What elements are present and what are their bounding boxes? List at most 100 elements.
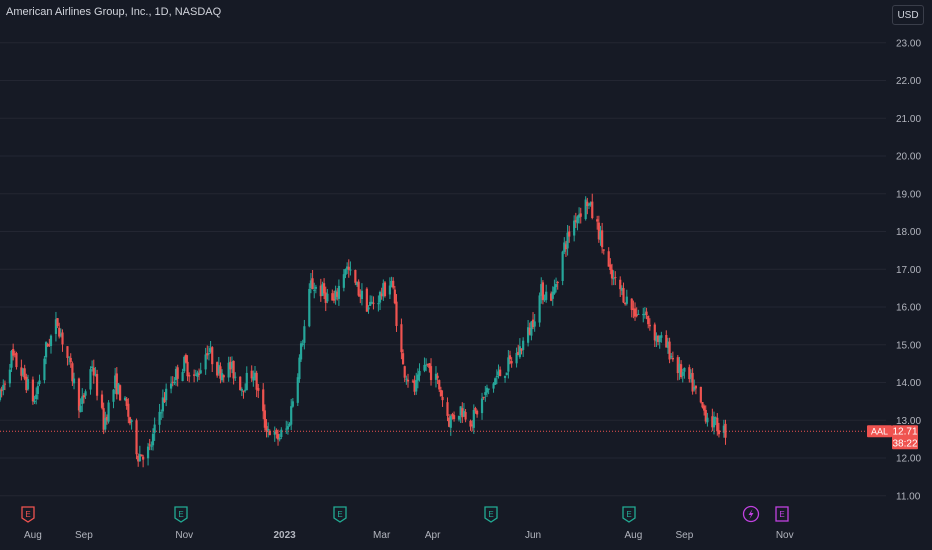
candle-body <box>252 376 255 381</box>
candle-body <box>123 397 127 401</box>
candle-body <box>520 348 523 351</box>
candle-body <box>349 269 352 271</box>
candle-body <box>665 335 668 348</box>
currency-button[interactable]: USD <box>892 5 924 25</box>
candle-body <box>234 376 237 378</box>
candle-body <box>416 374 419 381</box>
candle-body <box>194 374 197 376</box>
candle-body <box>151 433 155 446</box>
y-tick-label: 20.00 <box>896 152 921 163</box>
candle-body <box>510 361 513 364</box>
y-tick-label: 17.00 <box>896 265 921 276</box>
candle-body <box>337 285 341 299</box>
candle-body <box>668 341 671 360</box>
candle-body <box>127 403 130 417</box>
candle-body <box>232 360 235 379</box>
lightning-circle <box>742 505 760 523</box>
candle-body <box>336 291 339 297</box>
candle-body <box>255 372 258 390</box>
x-tick-label: Apr <box>425 530 441 541</box>
candle-body <box>406 379 410 382</box>
y-tick-label: 23.00 <box>896 38 921 49</box>
candle-body <box>66 346 69 358</box>
candle-body <box>114 375 117 389</box>
candle-body <box>130 420 133 422</box>
candle-body <box>273 431 276 435</box>
candle-body <box>49 335 53 346</box>
candle-body <box>392 280 395 288</box>
candle-body <box>173 381 176 384</box>
x-tick-label: 2023 <box>273 530 296 541</box>
candle-body <box>219 366 222 379</box>
candle-body <box>480 398 484 414</box>
price-tag-value: 12.71 <box>892 427 917 438</box>
candle-body <box>150 445 153 447</box>
candle-body <box>655 335 658 342</box>
candle-body <box>196 372 199 377</box>
candle-body <box>671 357 674 360</box>
candle-body <box>584 199 587 220</box>
candle-body <box>104 418 107 430</box>
candle-body <box>495 376 498 378</box>
candle-body <box>286 426 290 430</box>
candle-body <box>622 288 625 303</box>
candle-body <box>533 321 536 327</box>
candle-body <box>367 307 370 310</box>
candle-body <box>487 388 490 390</box>
earnings-event-icon[interactable]: E <box>775 506 789 522</box>
candle-body <box>587 203 591 206</box>
candle-body <box>538 295 541 323</box>
candle-body <box>517 351 520 356</box>
candle-body <box>543 299 546 301</box>
candle-body <box>209 348 212 353</box>
chart-title: American Airlines Group, Inc., 1D, NASDA… <box>6 6 222 18</box>
candle-body <box>38 380 41 385</box>
candle-body <box>610 269 614 279</box>
candle-body <box>403 366 406 378</box>
candle-body <box>184 354 188 363</box>
dividend-lightning-icon[interactable] <box>742 505 760 523</box>
y-tick-label: 14.00 <box>896 378 921 389</box>
candle-body <box>556 281 559 283</box>
earnings-event-icon[interactable]: E <box>484 506 498 523</box>
candle-body <box>474 407 477 411</box>
candle-body <box>658 336 661 342</box>
candle-body <box>508 355 512 360</box>
candle-body <box>176 367 179 379</box>
candle-body <box>193 374 196 376</box>
candle-body <box>240 388 243 391</box>
earnings-event-icon[interactable]: E <box>21 506 35 523</box>
candle-body <box>706 417 709 423</box>
candle-body <box>596 219 599 222</box>
candle-body <box>666 341 670 348</box>
y-tick-label: 12.00 <box>896 454 921 465</box>
earnings-event-icon[interactable]: E <box>174 506 188 523</box>
candle-body <box>171 381 174 383</box>
candle-body <box>647 315 650 325</box>
candle-body <box>36 386 39 394</box>
candle-body <box>609 264 612 270</box>
earnings-event-icon[interactable]: E <box>333 506 347 523</box>
candle-body <box>591 201 594 219</box>
candle-body <box>472 409 475 428</box>
x-tick-label: Jun <box>525 530 541 541</box>
candle-body <box>105 416 109 421</box>
candle-body <box>678 363 681 373</box>
candle-body <box>576 216 579 224</box>
candle-body <box>33 400 36 403</box>
candle-body <box>72 378 76 384</box>
candle-body <box>670 356 673 358</box>
earnings-event-icon[interactable]: E <box>622 506 636 523</box>
candle-body <box>291 401 294 407</box>
candle-body <box>92 367 95 376</box>
candle-body <box>505 372 508 376</box>
candle-body <box>624 302 627 305</box>
candle-body <box>12 348 15 356</box>
candle-body <box>275 430 278 434</box>
candle-body <box>586 201 589 207</box>
candle-body <box>526 327 530 343</box>
candle-body <box>428 363 431 369</box>
candle-body <box>553 286 556 294</box>
